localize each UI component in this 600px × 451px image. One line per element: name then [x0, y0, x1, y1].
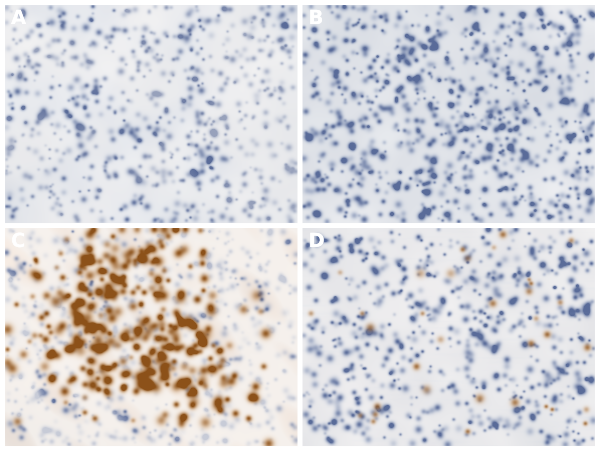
Text: D: D: [308, 232, 325, 251]
Text: A: A: [11, 9, 26, 28]
Text: C: C: [11, 232, 25, 251]
Text: B: B: [308, 9, 323, 28]
